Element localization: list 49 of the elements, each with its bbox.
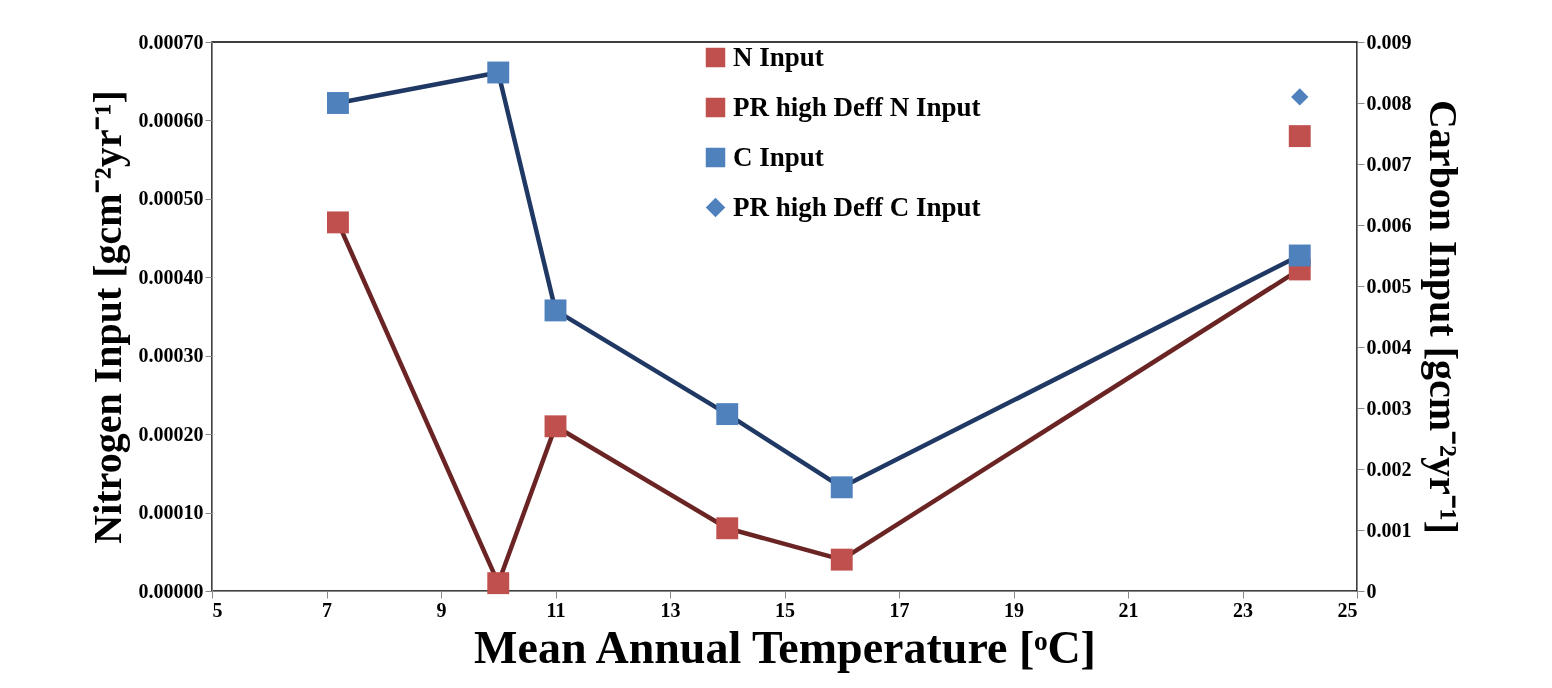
x-tick-label: 23 [1233,598,1253,621]
y-axis-title: Nitrogen Input [gcm⁻²yr⁻¹] [84,90,130,544]
y-tick-label: 0.00020 [138,422,204,445]
y2-tick-label: 0.006 [1366,213,1412,236]
x-tick-label: 25 [1337,598,1358,621]
x-tick-label: 5 [212,598,223,621]
y2-tick-label: 0.009 [1366,30,1412,53]
y2-tick-label: 0.005 [1366,274,1412,297]
point [716,403,739,426]
y-tick-label: 0.00040 [138,265,204,288]
y-tick-label: 0.00010 [138,501,204,524]
legend-label: N Input [733,41,824,72]
y2-tick-label: 0.007 [1366,152,1412,175]
point [830,548,853,571]
y-tick-label: 0.00060 [138,108,204,131]
x-tick-label: 7 [322,598,332,621]
y2-tick-label: 0.001 [1366,518,1412,541]
x-tick-label: 19 [1004,598,1024,621]
y2-tick-label: 0.003 [1366,396,1412,419]
point [544,299,567,322]
y-tick-label: 0.00030 [138,344,204,367]
point [327,92,349,114]
x-tick-label: 21 [1118,598,1139,621]
y-tick-label: 0.00050 [138,187,204,210]
point [716,517,739,540]
y-tick-label: 0.00070 [138,30,204,53]
point [1288,244,1311,267]
point [327,211,349,234]
x-tick-label: 17 [889,598,910,621]
legend-label: C Input [733,141,824,172]
y2-axis-title: Carbon Input [gcm⁻²yr⁻¹] [1420,99,1466,535]
point [487,61,510,84]
y2-tick-label: 0.004 [1366,335,1412,358]
y-tick-label: 0.00000 [138,579,204,602]
y2-tick-label: 0 [1366,579,1377,602]
point [487,572,510,595]
x-tick-label: 13 [660,598,681,621]
point [1288,125,1311,148]
y2-tick-label: 0.008 [1366,91,1412,114]
point [544,415,567,438]
x-axis-title: Mean Annual Temperature [ᵒC] [474,621,1096,673]
legend-label: PR high Deff N Input [733,91,981,122]
y2-tick-label: 0.002 [1366,457,1412,480]
x-tick-label: 9 [436,598,447,621]
point [830,476,853,499]
x-tick-label: 15 [775,598,795,621]
point [1291,88,1309,106]
legend-label: PR high Deff C Input [733,191,981,222]
x-tick-label: 11 [546,598,566,621]
